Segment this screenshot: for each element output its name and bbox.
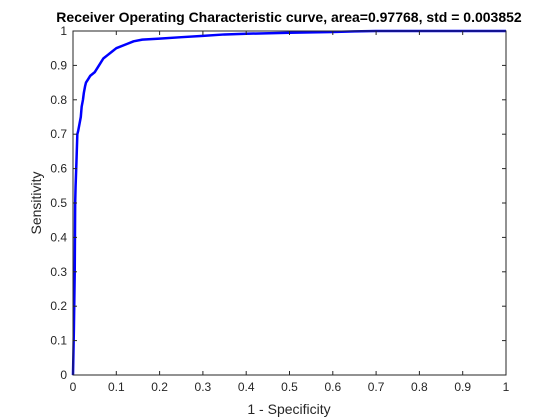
y-tick-label: 0.7 [50, 127, 67, 141]
y-tick-label: 1 [60, 24, 67, 38]
y-tick-label: 0.6 [50, 162, 67, 176]
x-tick-label: 0.6 [324, 380, 341, 394]
y-tick-label: 0 [60, 368, 67, 382]
y-ticks: 0 0.1 0.2 0.3 0.4 0.5 0.6 0.7 0.8 0.9 1 [50, 24, 506, 382]
y-tick-label: 0.5 [50, 196, 67, 210]
x-tick-label: 0.1 [108, 380, 125, 394]
y-tick-label: 0.4 [50, 230, 67, 244]
x-tick-label: 0.3 [195, 380, 212, 394]
y-axis-title: Sensitivity [28, 171, 44, 234]
x-tick-label: 0.2 [151, 380, 168, 394]
x-axis-title: 1 - Specificity [247, 401, 330, 417]
x-tick-label: 0.7 [368, 380, 385, 394]
y-tick-label: 0.8 [50, 93, 67, 107]
y-tick-label: 0.9 [50, 58, 67, 72]
plot-area [73, 31, 506, 375]
x-tick-label: 0.8 [411, 380, 428, 394]
x-ticks: 0 0.1 0.2 0.3 0.4 0.5 0.6 0.7 0.8 0.9 1 [70, 31, 510, 394]
x-tick-label: 1 [503, 380, 510, 394]
x-tick-label: 0.5 [281, 380, 298, 394]
curve-layer [71, 29, 506, 376]
y-tick-label: 0.2 [50, 299, 67, 313]
y-tick-label: 0.1 [50, 334, 67, 348]
x-tick-label: 0.9 [454, 380, 471, 394]
x-tick-label: 0.4 [238, 380, 255, 394]
chart-title: Receiver Operating Characteristic curve,… [56, 9, 522, 25]
roc-curve-line [71, 29, 506, 376]
x-tick-label: 0 [70, 380, 77, 394]
y-tick-label: 0.3 [50, 265, 67, 279]
